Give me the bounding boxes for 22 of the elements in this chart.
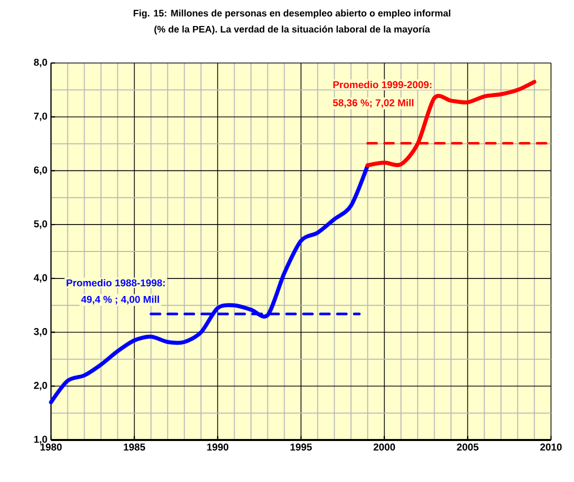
annotation: 58,36 %; 7,02 Mill <box>333 99 414 108</box>
y-tick-label: 1,0 <box>34 436 48 444</box>
line-series <box>49 163 370 404</box>
y-tick-label: 5,0 <box>34 220 48 229</box>
x-tick-label: 2005 <box>456 444 478 451</box>
annotation: Promedio 1999-2009: <box>333 80 432 88</box>
y-tick-label: 3,0 <box>34 328 48 337</box>
y-tick-label: 2,0 <box>34 382 48 390</box>
x-tick-label: 2000 <box>374 444 396 451</box>
x-tick-label: 1980 <box>40 444 62 451</box>
annotation: 49,4 % ; 4,00 Mill <box>81 296 159 304</box>
y-tick-label: 4,0 <box>34 274 48 283</box>
chart-subtitle: (% de la PEA). La verdad de la situación laboral de la mayoría <box>154 26 430 34</box>
y-tick-label: 7,0 <box>34 112 48 122</box>
x-tick-label: 1995 <box>290 444 312 451</box>
y-tick-label: 8,0 <box>34 58 48 68</box>
y-tick-label: 6,0 <box>34 166 48 175</box>
chart-title: Fig. 15: Millones de personas en desempleo abierto o empleo informal <box>134 10 450 18</box>
x-tick-label: 1990 <box>207 444 228 451</box>
x-tick-label: 2010 <box>540 444 562 451</box>
x-tick-label: 1985 <box>124 444 146 451</box>
annotation: Promedio 1988-1998: <box>66 279 165 286</box>
